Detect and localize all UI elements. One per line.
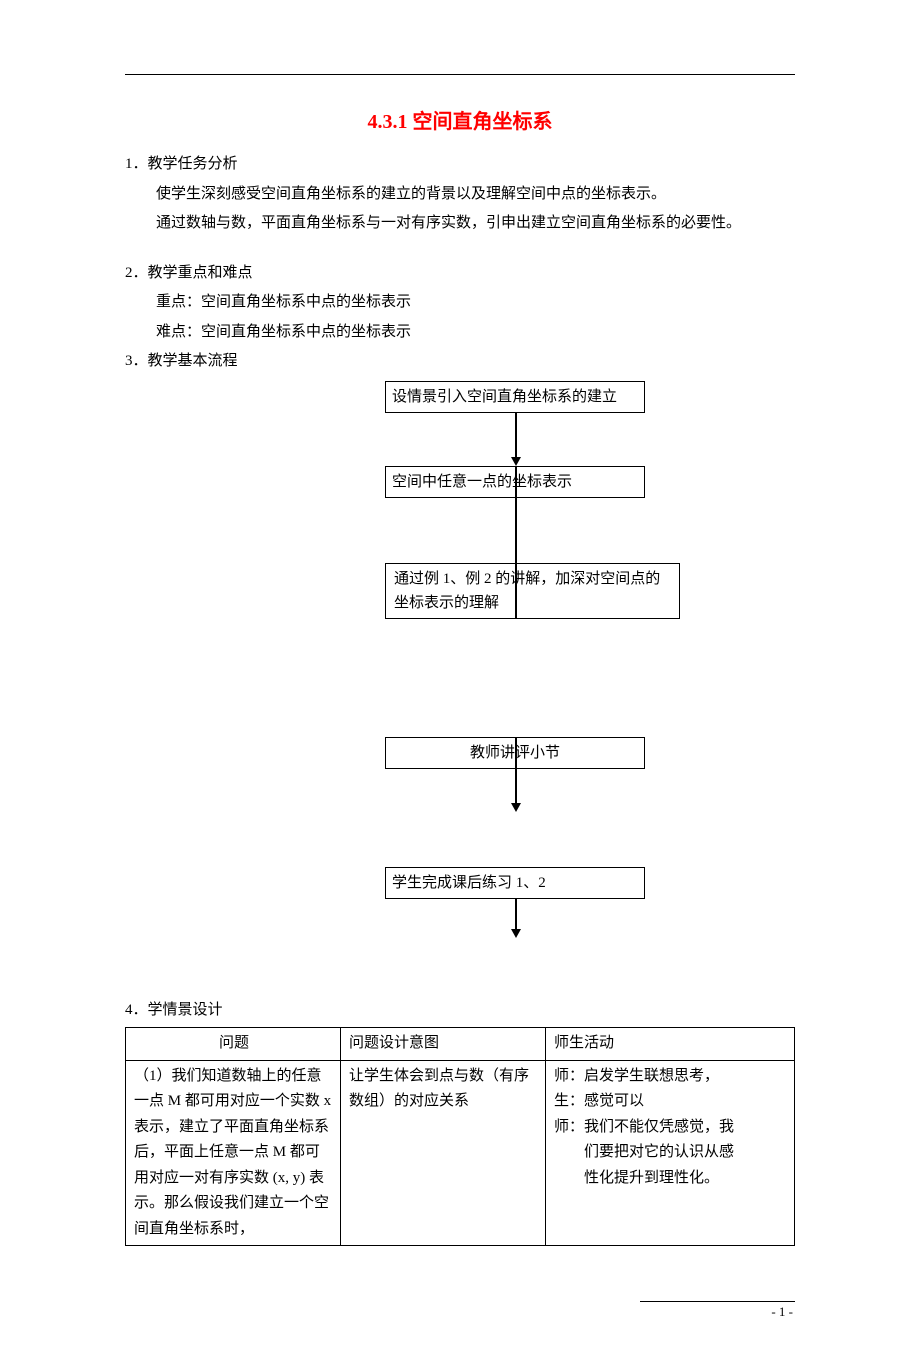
flow-node-3: 通过例 1、例 2 的讲解，加深对空间点的坐标表示的理解 <box>385 563 680 619</box>
activity-line-2: 生：感觉可以 <box>554 1093 644 1109</box>
design-table: 问题 问题设计意图 师生活动 （1）我们知道数轴上的任意一点 M 都可用对应一个… <box>125 1027 795 1246</box>
section-2-line-1: 重点：空间直角坐标系中点的坐标表示 <box>125 290 795 316</box>
section-1-heading: 1．教学任务分析 <box>125 152 795 178</box>
section-1-line-1: 使学生深刻感受空间直角坐标系的建立的背景以及理解空间中点的坐标表示。 <box>125 182 795 208</box>
section-4-heading: 4．学情景设计 <box>125 998 795 1024</box>
section-1-line-2: 通过数轴与数，平面直角坐标系与一对有序实数，引申出建立空间直角坐标系的必要性。 <box>125 211 795 237</box>
arrow-through-segment <box>515 466 517 498</box>
flowchart: 设情景引入空间直角坐标系的建立 空间中任意一点的坐标表示 通过例 1、例 2 的… <box>125 381 795 938</box>
section-2-heading: 2．教学重点和难点 <box>125 261 795 287</box>
page-title: 4.3.1 空间直角坐标系 <box>125 105 795 134</box>
top-rule <box>125 74 795 75</box>
design-table-section: 4．学情景设计 问题 问题设计意图 师生活动 （1）我们知道数轴上的任意一点 M… <box>125 998 795 1247</box>
activity-line-4: 们要把对它的认识从感 <box>554 1144 734 1160</box>
document-page: 4.3.1 空间直角坐标系 1．教学任务分析 使学生深刻感受空间直角坐标系的建立… <box>0 0 920 1360</box>
col-header-1: 问题 <box>126 1028 341 1061</box>
cell-intent: 让学生体会到点与数（有序数组）的对应关系 <box>341 1060 546 1246</box>
spacer <box>125 241 795 261</box>
col-header-3: 师生活动 <box>546 1028 795 1061</box>
activity-line-3: 师：我们不能仅凭感觉，我 <box>554 1119 734 1135</box>
section-2-line-2: 难点：空间直角坐标系中点的坐标表示 <box>125 320 795 346</box>
cell-activity: 师：启发学生联想思考， 生：感觉可以 师：我们不能仅凭感觉，我 们要把对它的认识… <box>546 1060 795 1246</box>
page-number: - 1 - <box>125 1304 795 1320</box>
activity-line-1: 师：启发学生联想思考， <box>554 1068 719 1084</box>
col-header-2: 问题设计意图 <box>341 1028 546 1061</box>
spacer <box>125 619 795 737</box>
cell-question: （1）我们知道数轴上的任意一点 M 都可用对应一个实数 x 表示，建立了平面直角… <box>126 1060 341 1246</box>
section-3-heading: 3．教学基本流程 <box>125 349 795 375</box>
table-header-row: 问题 问题设计意图 师生活动 <box>126 1028 795 1061</box>
flow-node-1: 设情景引入空间直角坐标系的建立 <box>385 381 645 413</box>
page-footer: - 1 - <box>125 1291 795 1320</box>
table-row: （1）我们知道数轴上的任意一点 M 都可用对应一个实数 x 表示，建立了平面直角… <box>126 1060 795 1246</box>
arrow-through-segment <box>515 563 517 619</box>
activity-line-5: 性化提升到理性化。 <box>554 1170 719 1186</box>
arrow-through-segment <box>515 737 517 769</box>
spacer <box>125 812 795 867</box>
flow-node-5: 学生完成课后练习 1、2 <box>385 867 645 899</box>
